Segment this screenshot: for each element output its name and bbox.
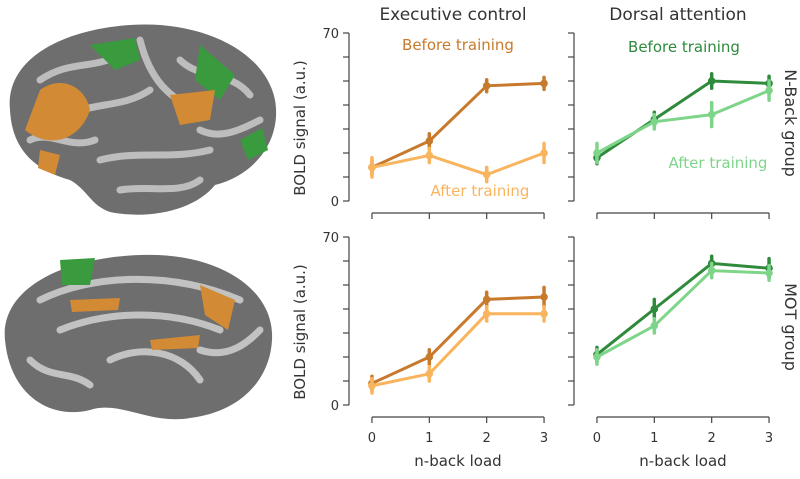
series-line <box>596 261 770 356</box>
data-point <box>650 305 659 313</box>
y-tick-label: 70 <box>322 27 339 42</box>
series-line <box>371 312 545 388</box>
y-axis-label: BOLD signal (a.u.) <box>291 60 309 196</box>
series-label: After training <box>431 182 530 200</box>
panel-title: Dorsal attention <box>609 5 746 25</box>
y-axis-label: BOLD signal (a.u.) <box>291 264 309 400</box>
series-line <box>371 81 545 169</box>
data-point <box>707 266 716 275</box>
series-line <box>596 89 770 155</box>
row-label: N-Back group <box>781 69 800 177</box>
x-tick-label: 0 <box>368 431 376 446</box>
y-tick-label: 0 <box>331 399 339 414</box>
data-point <box>482 82 491 90</box>
x-tick-label: 2 <box>708 431 716 446</box>
data-point <box>482 310 491 318</box>
data-point <box>540 79 548 88</box>
x-tick-label: 3 <box>540 431 548 446</box>
x-tick-label: 3 <box>765 431 773 446</box>
data-point <box>482 170 491 179</box>
data-point <box>650 118 659 126</box>
data-point <box>593 353 601 361</box>
data-point <box>540 310 548 318</box>
row-label: MOT group <box>781 283 800 371</box>
data-point <box>540 149 548 157</box>
y-tick-label: 0 <box>331 195 339 210</box>
data-point <box>765 269 773 277</box>
x-tick-label: 1 <box>425 431 433 446</box>
data-point <box>368 163 376 172</box>
data-point <box>707 77 716 85</box>
data-point <box>707 110 716 119</box>
x-tick-label: 2 <box>483 431 491 446</box>
data-point <box>482 295 491 304</box>
data-point <box>540 293 548 301</box>
series-line <box>371 295 545 385</box>
series-label: Before training <box>402 36 514 54</box>
series-line <box>596 269 770 359</box>
series-line <box>371 151 545 177</box>
data-point <box>425 151 434 160</box>
data-point <box>765 86 773 95</box>
series-label: Before training <box>628 38 740 56</box>
x-axis-label: n-back load <box>414 452 501 470</box>
data-point <box>425 353 434 361</box>
data-point <box>425 137 434 145</box>
series-label: After training <box>669 154 768 172</box>
brain-lateral <box>9 24 277 215</box>
x-tick-label: 1 <box>650 431 658 446</box>
data-point <box>650 322 659 330</box>
y-tick-label: 70 <box>322 231 339 246</box>
panel-title: Executive control <box>379 5 526 25</box>
x-axis-label: n-back load <box>639 452 726 470</box>
data-point <box>368 382 376 390</box>
data-point <box>425 370 434 378</box>
x-tick-label: 0 <box>593 431 601 446</box>
brain-medial <box>4 254 273 420</box>
data-point <box>593 149 601 157</box>
